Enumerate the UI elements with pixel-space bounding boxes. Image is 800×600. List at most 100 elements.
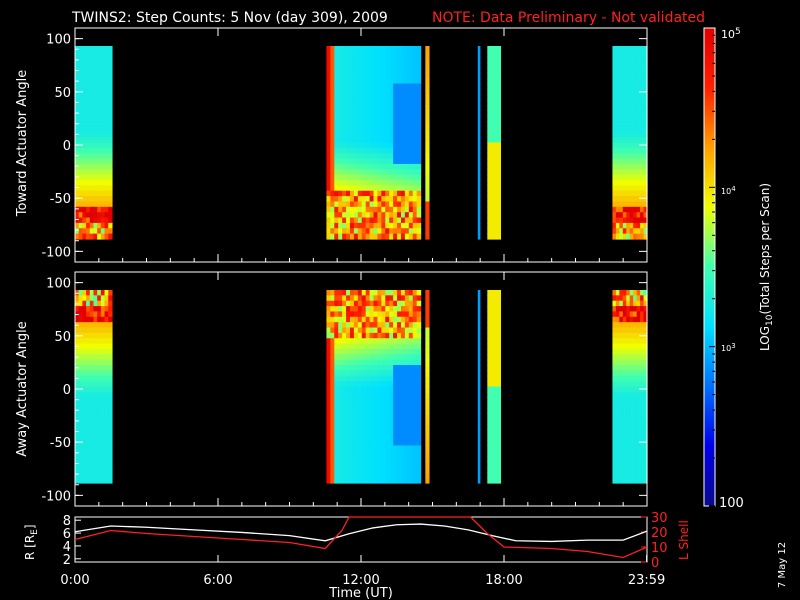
heatmap-cell <box>349 359 355 366</box>
heatmap-cell <box>640 354 645 361</box>
heatmap-cell <box>97 445 102 452</box>
heatmap-cell <box>338 228 343 235</box>
heatmap-cell <box>629 477 634 484</box>
heatmap-cell <box>629 180 634 186</box>
heatmap-cell <box>400 137 406 144</box>
heatmap-cell <box>626 158 631 165</box>
heatmap-cell <box>361 212 367 219</box>
heatmap-cell <box>408 51 414 58</box>
heatmap-cell <box>615 348 620 355</box>
heatmap-cell <box>346 99 351 106</box>
heatmap-cell <box>97 163 102 170</box>
heatmap-cell <box>326 217 331 224</box>
heatmap-cell <box>629 67 634 74</box>
heatmap-cell <box>346 354 351 361</box>
heatmap-cell <box>100 391 106 398</box>
heatmap-cell <box>416 456 422 463</box>
heatmap-cell <box>334 228 339 235</box>
heatmap-cell <box>357 169 363 176</box>
heatmap-cell <box>477 434 481 441</box>
heatmap-cell <box>349 62 355 69</box>
heatmap-cell <box>377 222 382 229</box>
heatmap-cell <box>408 88 414 95</box>
heatmap-cell <box>108 222 113 229</box>
heatmap-cell <box>326 174 331 181</box>
heatmap-cell <box>365 163 371 170</box>
heatmap-cell <box>636 424 641 430</box>
heatmap-cell <box>342 359 347 366</box>
heatmap-cell <box>377 83 382 90</box>
heatmap-cell <box>342 169 347 176</box>
heatmap-cell <box>626 290 631 296</box>
heatmap-cell <box>619 316 624 323</box>
heatmap-cell <box>643 104 648 111</box>
heatmap-cell <box>346 153 351 160</box>
heatmap-cell <box>108 51 113 58</box>
heatmap-cell <box>416 180 422 186</box>
heatmap-cell <box>349 94 355 101</box>
heatmap-cell <box>100 110 106 117</box>
heatmap-cell <box>385 359 390 366</box>
heatmap-cell <box>100 137 106 144</box>
heatmap-cell <box>78 429 83 436</box>
heatmap-cell <box>365 418 371 425</box>
heatmap-cell <box>636 153 641 160</box>
heatmap-cell <box>629 381 634 388</box>
heatmap-cell <box>89 402 95 409</box>
heatmap-cell <box>619 322 624 329</box>
heatmap-cell <box>393 316 398 323</box>
heatmap-cell <box>619 78 624 85</box>
heatmap-cell <box>477 370 481 377</box>
heatmap-cell <box>82 196 87 203</box>
heatmap-cell <box>89 322 95 329</box>
heatmap-cell <box>93 365 98 372</box>
heatmap-cell <box>365 434 371 441</box>
heatmap-cell <box>477 83 481 90</box>
heatmap-cell <box>619 94 624 101</box>
heatmap-cell <box>89 338 95 345</box>
heatmap-cell <box>643 413 648 420</box>
heatmap-cell <box>381 418 386 425</box>
heatmap-cell <box>338 477 343 484</box>
heatmap-cell <box>425 67 430 74</box>
heatmap-cell <box>365 322 371 329</box>
heatmap-cell <box>342 332 347 339</box>
heatmap-cell <box>78 174 83 181</box>
heatmap-cell <box>643 217 648 224</box>
heatmap-cell <box>75 228 80 235</box>
heatmap-cell <box>381 142 386 149</box>
heatmap-cell <box>377 206 382 213</box>
heatmap-cell <box>643 445 648 452</box>
heatmap-cell <box>100 466 106 473</box>
heatmap-cell <box>385 67 390 74</box>
heatmap-cell <box>477 217 481 224</box>
heatmap-cell <box>353 290 359 296</box>
heatmap-cell <box>412 94 418 101</box>
heatmap-cell <box>78 206 83 213</box>
heatmap-cell <box>361 370 367 377</box>
heatmap-cell <box>400 233 406 240</box>
heatmap-cell <box>78 104 83 111</box>
heatmap-cell <box>361 429 367 436</box>
heatmap-cell <box>377 316 382 323</box>
heatmap-cell <box>86 440 91 447</box>
heatmap-cell <box>412 434 418 441</box>
heatmap-cell <box>626 397 631 404</box>
heatmap-cell <box>338 418 343 425</box>
heatmap-cell <box>97 196 102 203</box>
heatmap-cell <box>369 343 375 350</box>
y-tick-label: -100 <box>41 245 71 260</box>
heatmap-cell <box>93 110 98 117</box>
heatmap-cell <box>404 228 410 235</box>
heatmap-cell <box>108 212 113 219</box>
heatmap-cell <box>425 99 430 106</box>
heatmap-cell <box>334 196 339 203</box>
heatmap-cell <box>104 62 109 69</box>
heatmap-cell <box>397 338 402 345</box>
heatmap-cell <box>86 83 91 90</box>
heatmap-cell <box>477 142 481 149</box>
heatmap-cell <box>82 354 87 361</box>
heatmap-cell <box>377 201 382 208</box>
heatmap-cell <box>349 131 355 138</box>
heatmap-cell <box>381 295 386 302</box>
